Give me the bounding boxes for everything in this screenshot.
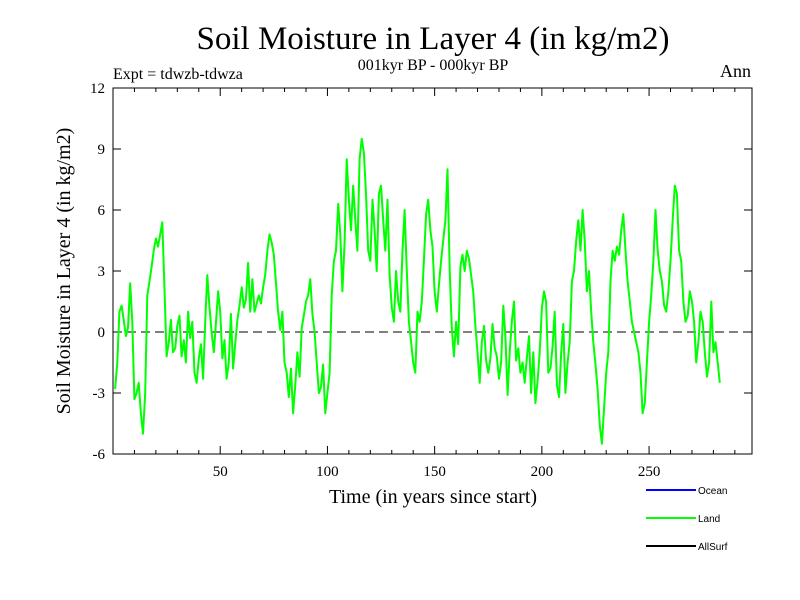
legend-label-allsurf: AllSurf	[698, 542, 728, 553]
chart-title: Soil Moisture in Layer 4 (in kg/m2)	[197, 21, 670, 57]
y-tick-label: -3	[93, 386, 106, 402]
y-axis-label: Soil Moisture in Layer 4 (in kg/m2)	[53, 128, 75, 415]
y-tick-label: -6	[93, 447, 106, 463]
series-group	[114, 137, 721, 445]
x-tick-label: 250	[638, 464, 661, 480]
chart-subtitle: 001kyr BP - 000kyr BP	[358, 57, 509, 74]
y-tick-label: 0	[98, 325, 106, 341]
y-tick-label: 3	[98, 264, 106, 280]
legend-label-ocean: Ocean	[698, 486, 727, 497]
series-line-land	[114, 137, 721, 445]
x-tick-label: 200	[531, 464, 554, 480]
y-tick-label: 9	[98, 142, 106, 158]
x-axis: 50 100 150 200 250	[133, 88, 736, 480]
season-label: Ann	[720, 61, 751, 81]
x-axis-label: Time (in years since start)	[329, 486, 537, 508]
legend-label-land: Land	[698, 514, 720, 525]
plot-frame	[112, 87, 753, 455]
x-tick-label: 50	[213, 464, 228, 480]
y-tick-label: 6	[98, 203, 106, 219]
y-axis: -6 -3 0 3 6 9 12	[90, 81, 752, 463]
y-tick-label: 12	[90, 81, 105, 97]
experiment-label: Expt = tdwzb-tdwza	[113, 66, 243, 83]
legend: Ocean Land AllSurf	[646, 486, 728, 553]
x-tick-label: 150	[423, 464, 446, 480]
x-tick-label: 100	[316, 464, 339, 480]
